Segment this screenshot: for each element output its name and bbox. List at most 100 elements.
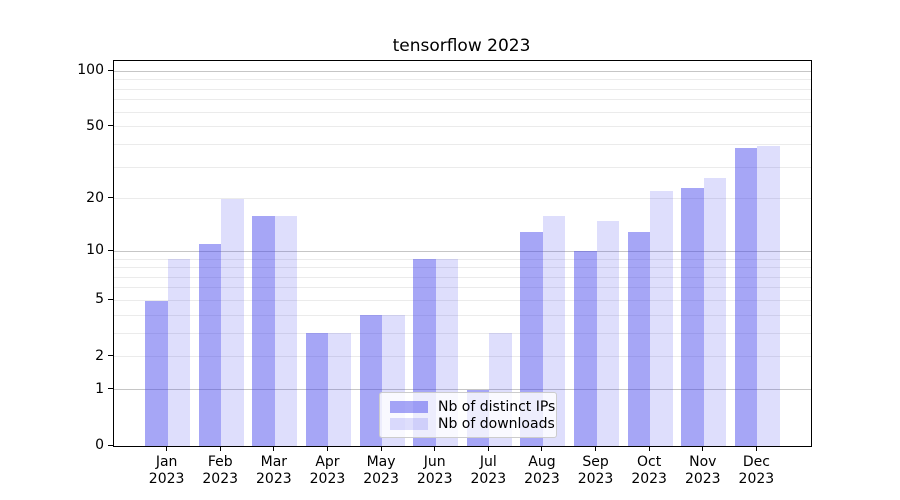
bar-nb-of-distinct-ips-jan: [145, 300, 168, 446]
y-tick-label-100: 100: [77, 62, 104, 79]
x-tick-year: 2023: [148, 471, 185, 487]
x-tick-year: 2023: [738, 471, 775, 487]
gridline-minor-30: [114, 166, 811, 168]
legend-swatch-distinct-ips: [390, 400, 428, 413]
x-tick-mark-sep: [595, 446, 597, 451]
y-tick-label-5: 5: [95, 291, 104, 308]
x-tick-month: Oct: [637, 454, 662, 470]
x-tick-month: Jan: [155, 454, 178, 470]
bar-nb-of-downloads-dec: [757, 146, 780, 446]
gridline-minor-70: [114, 99, 811, 101]
y-tick-mark-100: [108, 69, 113, 71]
y-tick-mark-20: [108, 197, 113, 199]
x-tick-label-aug: Aug 2023: [510, 454, 574, 488]
x-tick-mark-nov: [702, 446, 704, 451]
x-tick-year: 2023: [577, 471, 614, 487]
gridline-minor-90: [114, 79, 811, 81]
x-tick-year: 2023: [470, 471, 507, 487]
x-tick-year: 2023: [202, 471, 239, 487]
bar-nb-of-distinct-ips-sep: [574, 251, 597, 446]
x-tick-year: 2023: [684, 471, 721, 487]
x-tick-month: Nov: [689, 454, 717, 470]
bar-nb-of-downloads-feb: [221, 198, 244, 446]
x-tick-month: Aug: [528, 454, 556, 470]
bar-nb-of-distinct-ips-feb: [198, 244, 222, 446]
x-tick-year: 2023: [631, 471, 667, 487]
y-tick-label-10: 10: [86, 242, 104, 259]
x-tick-month: Mar: [260, 454, 288, 470]
x-tick-label-oct: Oct 2023: [617, 454, 681, 488]
bar-nb-of-downloads-aug: [542, 215, 566, 446]
y-tick-label-20: 20: [86, 189, 104, 206]
x-tick-mark-jun: [434, 446, 436, 451]
bar-nb-of-distinct-ips-mar: [252, 215, 275, 446]
x-tick-month: Apr: [315, 454, 340, 470]
bar-nb-of-distinct-ips-nov: [681, 187, 704, 446]
y-tick-mark-2: [108, 355, 113, 357]
legend-entry-downloads: Nb of downloads: [390, 416, 555, 432]
gridline-minor-20: [114, 198, 811, 200]
x-tick-label-nov: Nov 2023: [671, 454, 735, 488]
gridline-minor-60: [114, 111, 811, 113]
gridline-major-100: [114, 70, 811, 72]
gridline-minor-5: [114, 300, 811, 301]
gridline-minor-4: [114, 314, 811, 316]
bar-nb-of-downloads-mar: [274, 215, 298, 446]
gridline-major-10: [114, 250, 811, 252]
bar-nb-of-distinct-ips-may: [359, 315, 383, 446]
legend-entry-distinct-ips: Nb of distinct IPs: [390, 399, 555, 415]
legend-label-downloads: Nb of downloads: [438, 415, 555, 432]
gridline-minor-50: [114, 126, 811, 128]
bar-nb-of-downloads-jan: [167, 259, 191, 446]
gridline-minor-40: [114, 143, 811, 145]
y-tick-label-50: 50: [86, 117, 104, 134]
y-tick-mark-50: [108, 125, 113, 127]
gridline-minor-8: [114, 267, 811, 269]
gridline-minor-3: [114, 332, 811, 334]
x-tick-month: Dec: [742, 454, 770, 470]
x-tick-mark-dec: [755, 446, 757, 451]
x-tick-year: 2023: [524, 471, 560, 487]
x-tick-mark-jan: [166, 446, 168, 451]
gridline-minor-6: [114, 287, 811, 289]
gridline-major-1: [114, 389, 811, 391]
bar-nb-of-downloads-nov: [703, 178, 727, 446]
x-tick-label-may: May 2023: [349, 454, 413, 488]
gridline-minor-9: [114, 258, 811, 260]
legend-label-distinct-ips: Nb of distinct IPs: [438, 398, 556, 415]
x-tick-label-jul: Jul 2023: [456, 454, 520, 488]
x-tick-label-sep: Sep 2023: [564, 454, 628, 488]
x-tick-label-apr: Apr 2023: [295, 454, 359, 488]
y-tick-label-1: 1: [95, 380, 104, 397]
gridline-minor-80: [114, 88, 811, 90]
x-tick-label-jun: Jun 2023: [403, 454, 467, 488]
x-tick-label-feb: Feb 2023: [188, 454, 252, 488]
x-tick-mark-oct: [648, 446, 650, 451]
x-tick-mark-apr: [326, 446, 328, 451]
bar-nb-of-distinct-ips-oct: [627, 231, 651, 446]
x-tick-mark-mar: [273, 446, 275, 451]
x-tick-month: May: [366, 454, 396, 470]
x-tick-month: Jul: [479, 454, 497, 470]
y-tick-mark-5: [108, 298, 113, 300]
x-tick-month: Sep: [582, 454, 609, 470]
x-tick-label-jan: Jan 2023: [135, 454, 199, 488]
gridline-minor-2: [114, 356, 811, 358]
y-tick-label-2: 2: [95, 347, 104, 364]
x-tick-mark-may: [380, 446, 382, 451]
legend-swatch-downloads: [390, 417, 428, 430]
bar-nb-of-downloads-apr: [328, 333, 351, 446]
x-tick-mark-feb: [219, 446, 221, 451]
bar-nb-of-distinct-ips-apr: [305, 333, 329, 446]
x-tick-year: 2023: [363, 471, 399, 487]
legend: Nb of distinct IPs Nb of downloads: [379, 392, 557, 438]
y-tick-label-0: 0: [95, 437, 104, 453]
bar-nb-of-downloads-sep: [596, 220, 620, 446]
x-tick-label-dec: Dec 2023: [724, 454, 788, 488]
gridline-minor-7: [114, 276, 811, 278]
chart-title: tensorflow 2023: [392, 36, 531, 56]
plot-area: Nb of distinct IPs Nb of downloads: [113, 60, 812, 447]
x-tick-label-mar: Mar 2023: [242, 454, 306, 488]
x-tick-mark-aug: [541, 446, 543, 451]
